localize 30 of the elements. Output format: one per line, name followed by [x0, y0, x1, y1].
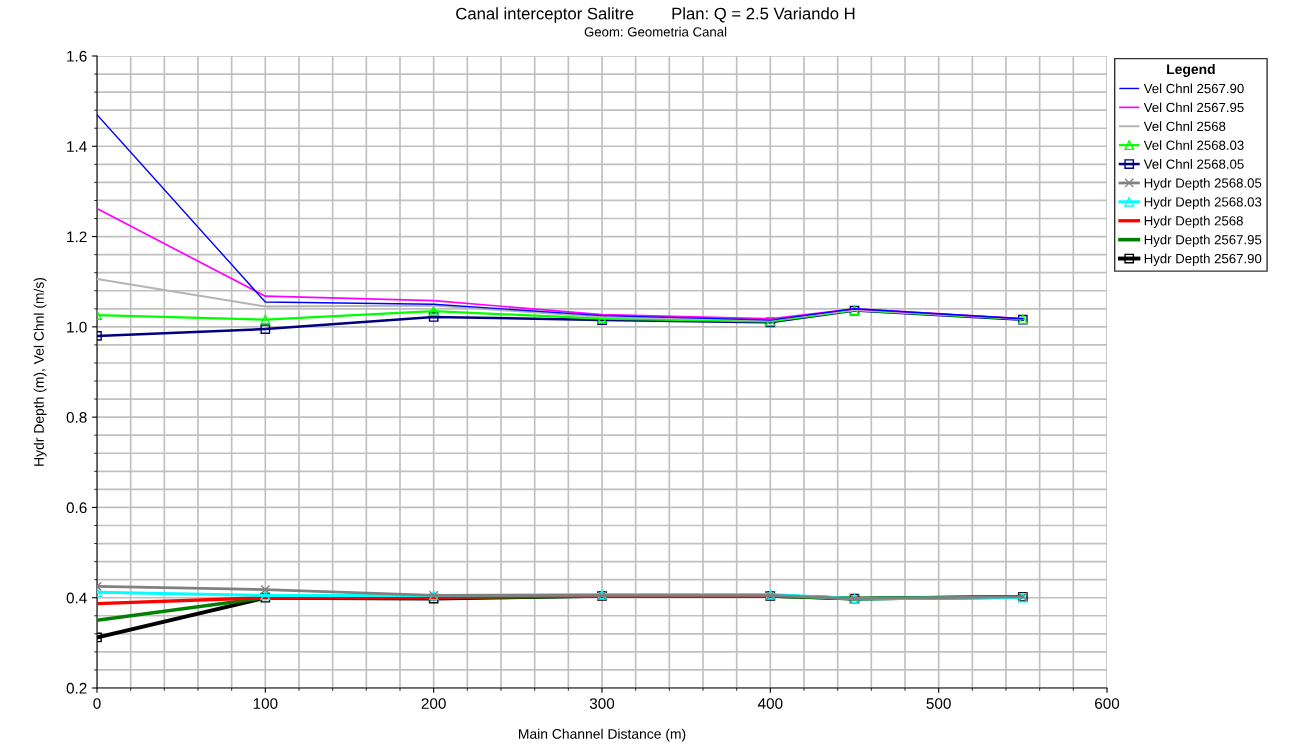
- legend-title: Legend: [1167, 63, 1215, 77]
- y-axis-title: Hydr Depth (m), Vel Chnl (m/s): [33, 277, 47, 466]
- x-tick-label: 300: [589, 698, 615, 709]
- legend-label: Hydr Depth 2568.05: [1144, 178, 1262, 191]
- x-tick-label: 0: [93, 698, 101, 709]
- y-tick-label: 0.2: [66, 682, 87, 694]
- chart-title: Canal interceptor Salitre Plan: Q = 2.5 Variando H: [456, 7, 855, 23]
- x-tick-label: 400: [757, 698, 783, 709]
- chart-subtitle: Geom: Geometria Canal: [584, 26, 727, 37]
- x-tick-label: 500: [926, 698, 951, 709]
- x-tick-label: 200: [421, 698, 446, 709]
- y-tick-label: 1.2: [67, 231, 87, 243]
- legend-label: Hydr Depth 2567.90: [1144, 253, 1262, 266]
- y-tick-label: 1.4: [67, 141, 87, 152]
- legend-label: Vel Chnl 2567.95: [1143, 102, 1244, 113]
- legend-label: Hydr Depth 2567.95: [1144, 234, 1262, 247]
- y-tick-label: 1.0: [67, 321, 87, 333]
- legend-label: Vel Chnl 2568.03: [1143, 140, 1244, 150]
- y-tick-label: 0.6: [66, 502, 87, 514]
- y-tick-label: 1.6: [67, 50, 87, 62]
- legend-label: Vel Chnl 2567.90: [1143, 83, 1244, 94]
- y-tick-label: 0.4: [66, 592, 87, 604]
- x-tick-label: 600: [1095, 698, 1120, 709]
- legend-label: Vel Chnl 2568.05: [1143, 159, 1244, 169]
- legend-label: Hydr Depth 2568.03: [1144, 196, 1262, 210]
- legend-label: Hydr Depth 2568: [1144, 215, 1243, 229]
- x-tick-label: 100: [253, 698, 278, 709]
- x-axis-title: Main Channel Distance (m): [519, 728, 686, 742]
- legend-label: Vel Chnl 2568: [1143, 121, 1226, 132]
- y-tick-label: 0.8: [66, 412, 87, 423]
